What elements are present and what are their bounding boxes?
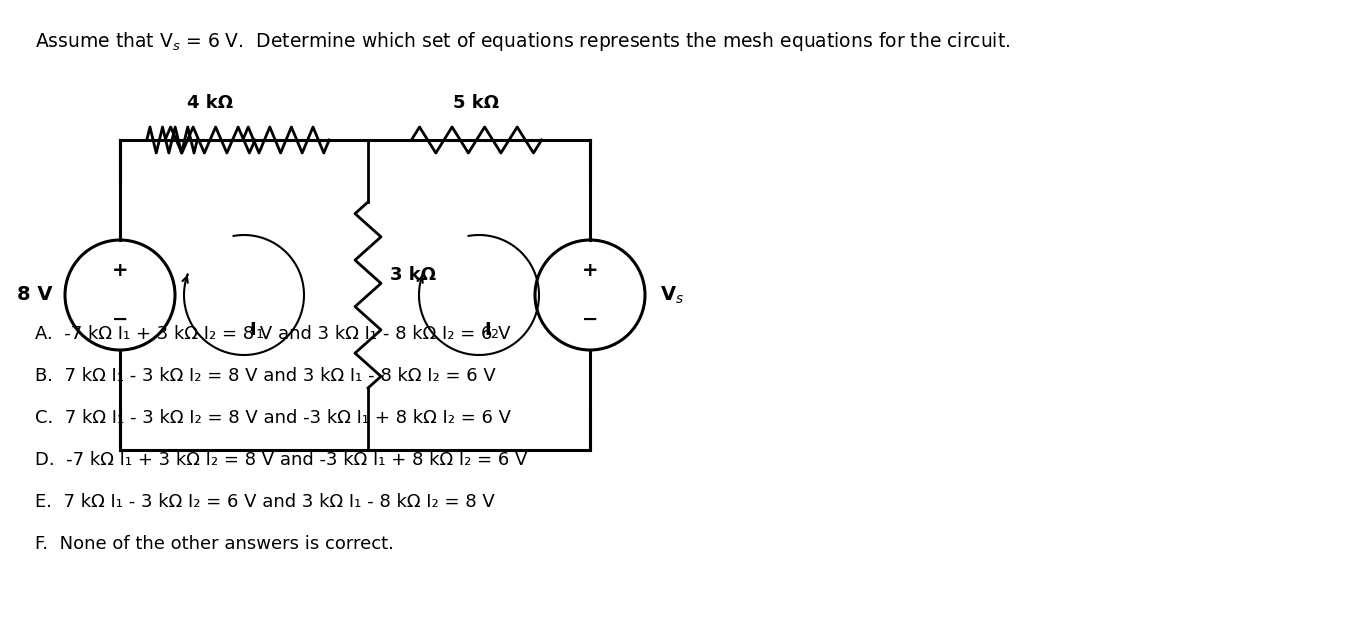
Text: 8 V: 8 V	[18, 286, 53, 304]
Text: +: +	[581, 261, 598, 280]
Text: 4 kΩ: 4 kΩ	[187, 94, 233, 112]
Text: −: −	[581, 310, 598, 329]
Text: Assume that V$_s$ = 6 V.  Determine which set of equations represents the mesh e: Assume that V$_s$ = 6 V. Determine which…	[36, 30, 1011, 53]
Text: F.  None of the other answers is correct.: F. None of the other answers is correct.	[36, 535, 394, 553]
Text: +: +	[112, 261, 129, 280]
Text: B.  7 kΩ I₁ - 3 kΩ I₂ = 8 V and 3 kΩ I₁ - 8 kΩ I₂ = 6 V: B. 7 kΩ I₁ - 3 kΩ I₂ = 8 V and 3 kΩ I₁ -…	[36, 367, 495, 385]
Text: 3 kΩ: 3 kΩ	[390, 266, 436, 284]
Text: A.  -7 kΩ I₁ + 3 kΩ I₂ = 8 V and 3 kΩ I₁ - 8 kΩ I₂ = 6 V: A. -7 kΩ I₁ + 3 kΩ I₂ = 8 V and 3 kΩ I₁ …	[36, 325, 510, 343]
Text: −: −	[112, 310, 129, 329]
Text: V$_s$: V$_s$	[659, 284, 684, 306]
Text: I$_1$: I$_1$	[249, 320, 265, 340]
Text: D.  -7 kΩ I₁ + 3 kΩ I₂ = 8 V and -3 kΩ I₁ + 8 kΩ I₂ = 6 V: D. -7 kΩ I₁ + 3 kΩ I₂ = 8 V and -3 kΩ I₁…	[36, 451, 528, 469]
Text: 5 kΩ: 5 kΩ	[453, 94, 499, 112]
Text: C.  7 kΩ I₁ - 3 kΩ I₂ = 8 V and -3 kΩ I₁ + 8 kΩ I₂ = 6 V: C. 7 kΩ I₁ - 3 kΩ I₂ = 8 V and -3 kΩ I₁ …	[36, 409, 512, 427]
Text: E.  7 kΩ I₁ - 3 kΩ I₂ = 6 V and 3 kΩ I₁ - 8 kΩ I₂ = 8 V: E. 7 kΩ I₁ - 3 kΩ I₂ = 6 V and 3 kΩ I₁ -…	[36, 493, 495, 511]
Text: I$_2$: I$_2$	[484, 320, 499, 340]
